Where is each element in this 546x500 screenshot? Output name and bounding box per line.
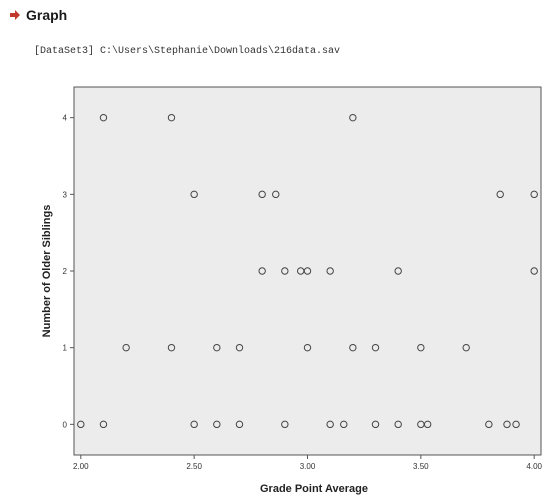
data-point: [503, 420, 511, 429]
data-point: [349, 343, 357, 352]
data-point: [99, 113, 108, 122]
x-tick-label: 3.00: [300, 462, 316, 471]
data-point: [258, 267, 266, 275]
y-tick-label: 2: [63, 267, 68, 276]
dataset-path: [DataSet3] C:\Users\Stephanie\Downloads\…: [34, 46, 341, 57]
data-point: [190, 190, 198, 199]
arrow-right-icon: [10, 10, 20, 20]
y-axis: 0 1 2 3 4: [63, 114, 74, 429]
x-tick-label: 2.00: [73, 462, 89, 471]
data-point: [122, 343, 130, 352]
data-point: [423, 420, 432, 429]
data-point: [235, 420, 244, 429]
data-point: [281, 267, 289, 275]
x-tick-label: 4.00: [526, 462, 542, 471]
data-point: [77, 420, 85, 429]
y-tick-label: 1: [63, 344, 68, 353]
y-tick-label: 0: [63, 420, 68, 429]
data-point: [235, 343, 244, 352]
data-point: [258, 190, 266, 199]
data-point: [213, 420, 221, 429]
data-point: [326, 267, 334, 275]
data-point: [462, 343, 470, 352]
data-point: [340, 420, 348, 429]
data-point: [99, 420, 108, 429]
data-point: [530, 267, 538, 275]
data-point: [281, 420, 289, 429]
data-point: [326, 420, 334, 429]
data-point: [349, 113, 357, 122]
x-axis: 2.00 2.50 3.00 3.50 4.00: [73, 455, 543, 471]
x-tick-label: 2.50: [186, 462, 202, 471]
data-point: [512, 420, 520, 429]
x-tick-label: 3.50: [413, 462, 429, 471]
data-point: [303, 267, 312, 275]
y-tick-label: 3: [63, 190, 68, 199]
data-point: [485, 420, 493, 429]
x-axis-title: Grade Point Average: [260, 483, 368, 495]
data-point: [394, 420, 402, 429]
data-point: [496, 190, 504, 199]
data-point: [530, 190, 538, 199]
data-point: [371, 420, 380, 429]
data-points: [77, 113, 538, 429]
data-point: [167, 113, 176, 122]
data-point: [371, 343, 380, 352]
data-point: [394, 267, 402, 275]
page-title: Graph: [26, 7, 68, 23]
data-point: [303, 343, 312, 352]
data-point: [190, 420, 198, 429]
y-axis-title: Number of Older Siblings: [41, 205, 53, 338]
y-tick-label: 4: [63, 114, 68, 123]
data-point: [272, 190, 280, 199]
data-point: [213, 343, 221, 352]
plot-area: [73, 86, 542, 456]
data-point: [167, 343, 176, 352]
data-point: [417, 343, 425, 352]
section-heading: Graph: [8, 7, 67, 23]
